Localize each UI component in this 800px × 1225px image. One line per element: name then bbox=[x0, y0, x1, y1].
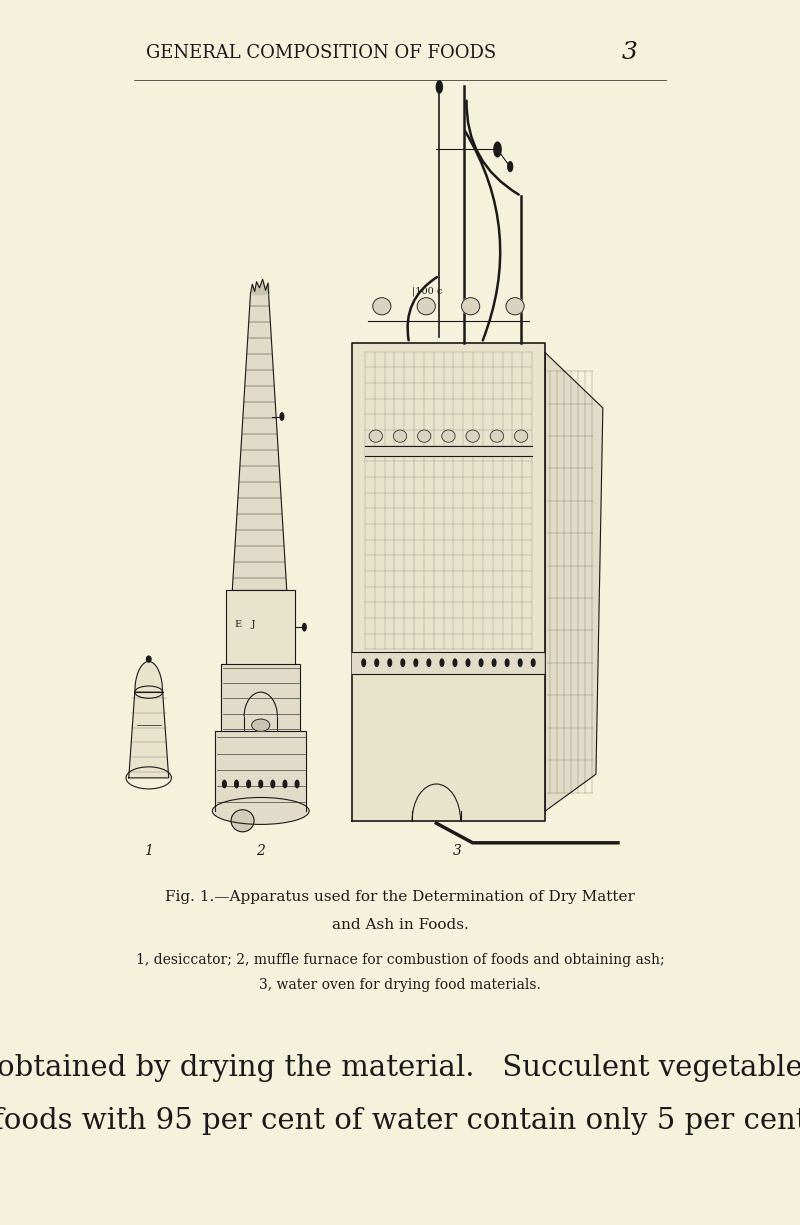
Ellipse shape bbox=[212, 797, 309, 824]
Circle shape bbox=[531, 659, 535, 666]
Circle shape bbox=[271, 780, 274, 788]
Polygon shape bbox=[546, 353, 603, 811]
Text: 1, desiccator; 2, muffle furnace for combustion of foods and obtaining ash;: 1, desiccator; 2, muffle furnace for com… bbox=[136, 953, 664, 968]
Text: 2: 2 bbox=[256, 844, 265, 859]
Circle shape bbox=[506, 659, 509, 666]
Ellipse shape bbox=[394, 430, 406, 442]
Circle shape bbox=[440, 659, 444, 666]
Ellipse shape bbox=[506, 298, 524, 315]
Polygon shape bbox=[226, 590, 295, 664]
Ellipse shape bbox=[146, 655, 151, 662]
Circle shape bbox=[222, 780, 226, 788]
Circle shape bbox=[492, 659, 496, 666]
Circle shape bbox=[401, 659, 405, 666]
Circle shape bbox=[280, 413, 284, 420]
Circle shape bbox=[466, 659, 470, 666]
Circle shape bbox=[414, 659, 418, 666]
Ellipse shape bbox=[466, 430, 479, 442]
Text: |100 c: |100 c bbox=[412, 287, 442, 296]
Ellipse shape bbox=[514, 430, 528, 442]
Polygon shape bbox=[351, 652, 546, 674]
Polygon shape bbox=[351, 343, 546, 821]
Ellipse shape bbox=[231, 810, 254, 832]
Text: obtained by drying the material.   Succulent vegetable: obtained by drying the material. Succule… bbox=[0, 1055, 800, 1082]
Circle shape bbox=[453, 659, 457, 666]
Ellipse shape bbox=[462, 298, 480, 315]
Text: 3: 3 bbox=[622, 42, 638, 64]
Ellipse shape bbox=[490, 430, 503, 442]
Ellipse shape bbox=[442, 430, 455, 442]
Ellipse shape bbox=[369, 430, 382, 442]
Polygon shape bbox=[365, 446, 532, 456]
Text: Fig. 1.—Apparatus used for the Determination of Dry Matter: Fig. 1.—Apparatus used for the Determina… bbox=[165, 889, 635, 904]
Ellipse shape bbox=[373, 298, 391, 315]
Circle shape bbox=[234, 780, 238, 788]
Circle shape bbox=[283, 780, 286, 788]
Circle shape bbox=[494, 142, 501, 157]
Text: foods with 95 per cent of water contain only 5 per cent: foods with 95 per cent of water contain … bbox=[0, 1107, 800, 1134]
Circle shape bbox=[479, 659, 483, 666]
Circle shape bbox=[247, 780, 250, 788]
Text: 3, water oven for drying food materials.: 3, water oven for drying food materials. bbox=[259, 978, 541, 992]
Ellipse shape bbox=[418, 430, 431, 442]
Polygon shape bbox=[134, 662, 162, 692]
Text: 3: 3 bbox=[453, 844, 462, 859]
Polygon shape bbox=[215, 731, 306, 811]
Text: GENERAL COMPOSITION OF FOODS: GENERAL COMPOSITION OF FOODS bbox=[146, 44, 497, 61]
Text: and Ash in Foods.: and Ash in Foods. bbox=[332, 918, 468, 932]
Circle shape bbox=[388, 659, 391, 666]
Circle shape bbox=[508, 162, 513, 172]
Polygon shape bbox=[232, 294, 286, 590]
Ellipse shape bbox=[417, 298, 435, 315]
Circle shape bbox=[518, 659, 522, 666]
Text: E   J: E J bbox=[235, 620, 256, 630]
Circle shape bbox=[427, 659, 430, 666]
Polygon shape bbox=[222, 664, 300, 731]
Polygon shape bbox=[129, 692, 169, 778]
Circle shape bbox=[362, 659, 366, 666]
Circle shape bbox=[295, 780, 299, 788]
Circle shape bbox=[259, 780, 262, 788]
Circle shape bbox=[436, 81, 442, 93]
Circle shape bbox=[302, 624, 306, 631]
Ellipse shape bbox=[252, 719, 270, 731]
Text: 1: 1 bbox=[144, 844, 153, 859]
Circle shape bbox=[375, 659, 378, 666]
